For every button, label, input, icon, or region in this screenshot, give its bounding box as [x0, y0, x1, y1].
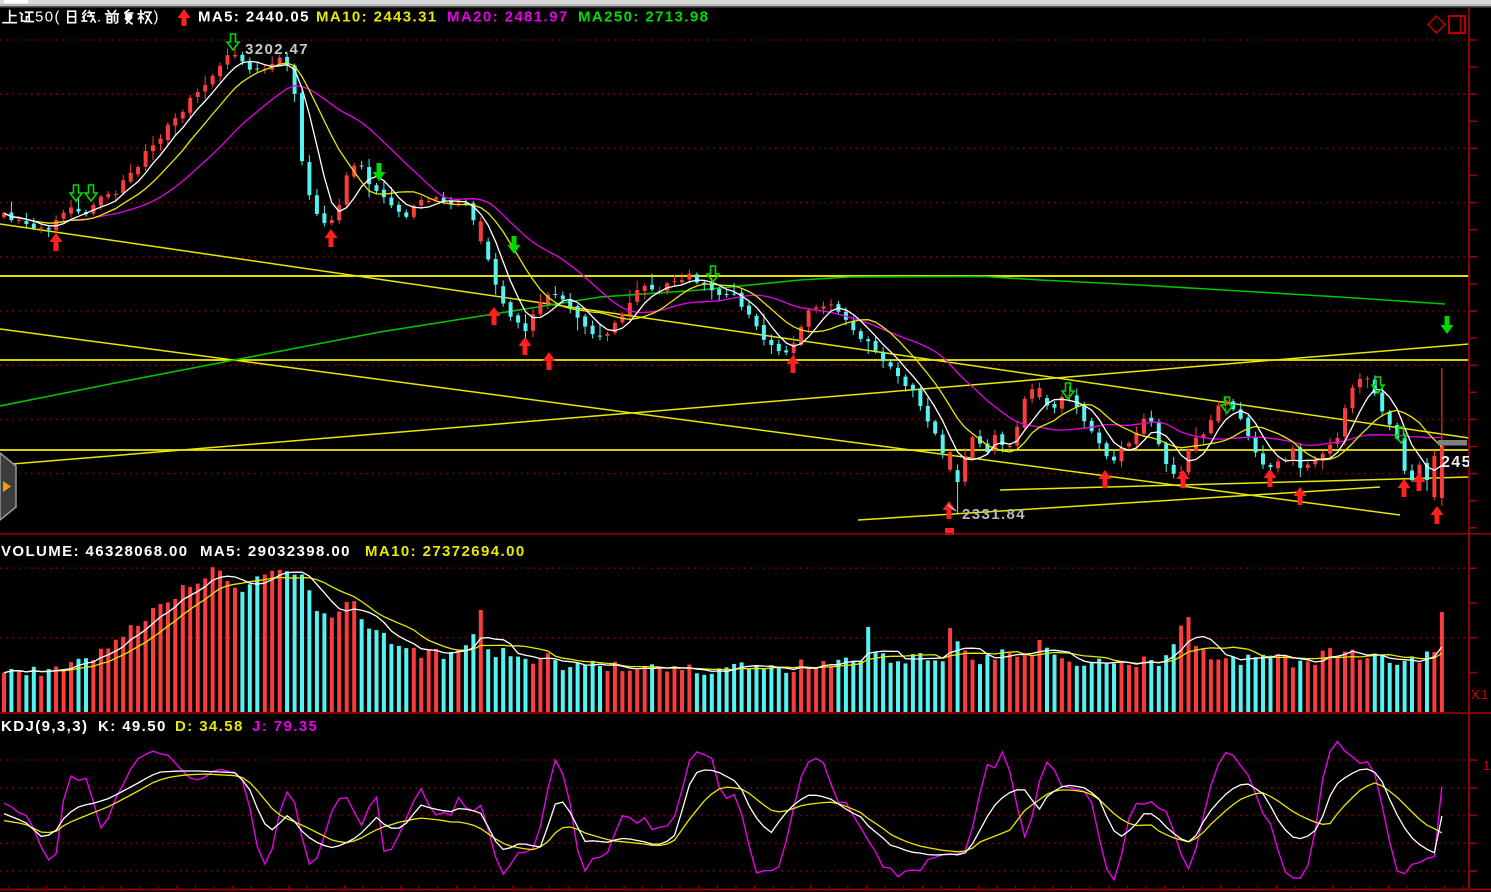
svg-text:X1: X1: [1471, 687, 1490, 702]
svg-text:MA20: 2481.97: MA20: 2481.97: [447, 9, 569, 26]
svg-text:J: 79.35: J: 79.35: [252, 718, 318, 735]
svg-text:VOLUME: 46328068.00: VOLUME: 46328068.00: [1, 543, 189, 560]
svg-text:D: 34.58: D: 34.58: [175, 718, 244, 735]
svg-text:.: .: [97, 9, 103, 26]
svg-text:3202.47: 3202.47: [245, 41, 309, 58]
svg-text:MA10: 27372694.00: MA10: 27372694.00: [365, 543, 526, 560]
svg-text:KDJ(9,3,3): KDJ(9,3,3): [1, 718, 88, 735]
svg-text:1: 1: [1483, 758, 1491, 773]
svg-text:50(: 50(: [35, 9, 61, 26]
svg-text:2331.84: 2331.84: [962, 506, 1026, 523]
svg-text:K: 49.50: K: 49.50: [98, 718, 167, 735]
svg-text:MA5: 29032398.00: MA5: 29032398.00: [200, 543, 351, 560]
svg-text:MA250: 2713.98: MA250: 2713.98: [578, 9, 709, 26]
svg-text:MA10: 2443.31: MA10: 2443.31: [316, 9, 438, 26]
svg-text:MA5: 2440.05: MA5: 2440.05: [198, 9, 310, 26]
svg-text:): ): [154, 9, 160, 26]
svg-text:2456: 2456: [1441, 454, 1482, 471]
